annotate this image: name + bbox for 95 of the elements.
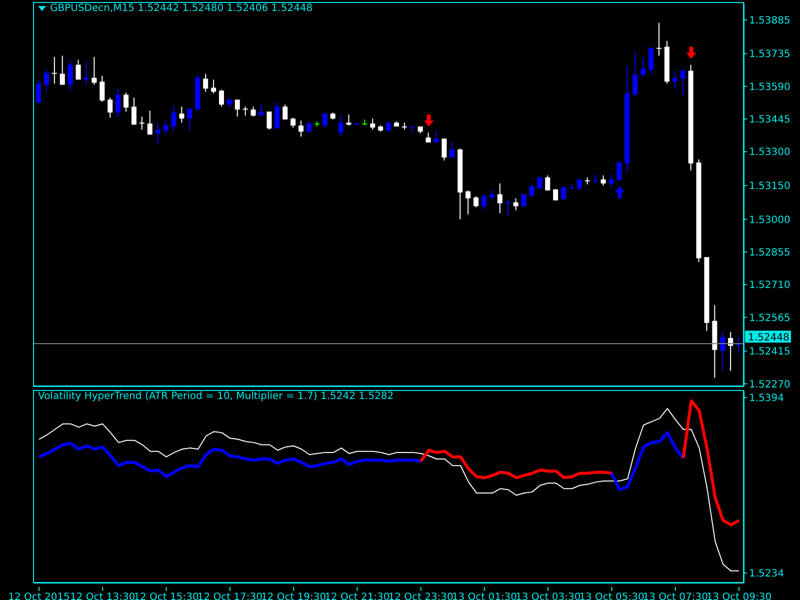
candlestick xyxy=(450,141,455,158)
candlestick xyxy=(187,108,192,132)
candlestick xyxy=(497,182,502,214)
candlestick xyxy=(680,68,686,96)
line-series xyxy=(38,408,740,572)
candlestick xyxy=(60,55,65,86)
candlestick xyxy=(529,184,534,198)
candlestick xyxy=(163,120,168,136)
candlestick xyxy=(434,130,439,143)
candlestick xyxy=(234,99,240,118)
candlestick xyxy=(242,106,248,116)
candlestick xyxy=(322,113,328,128)
y-tick-label: 1.52565 xyxy=(749,312,790,324)
x-tick-label: 12 Oct 23:30 xyxy=(388,592,454,600)
x-tick-label: 12 Oct 15:30 xyxy=(134,592,199,600)
y-tick-label: 1.52855 xyxy=(749,248,790,258)
candlestick xyxy=(211,79,216,94)
y-tick-label: 1.52710 xyxy=(749,280,790,292)
candlestick xyxy=(521,194,526,208)
candlestick xyxy=(124,92,129,112)
candlestick xyxy=(44,69,49,92)
y-tick-label: 1.53300 xyxy=(749,147,790,158)
y-tick-label: 1.53150 xyxy=(749,181,790,192)
y-tick-label: 1.5234 xyxy=(749,568,784,580)
candlestick xyxy=(36,79,42,106)
candlestick xyxy=(155,122,160,144)
candlestick xyxy=(672,70,678,90)
candlestick xyxy=(442,138,447,161)
y-tick-label: 1.5394 xyxy=(749,393,784,404)
candlestick xyxy=(616,162,622,181)
candlestick xyxy=(139,116,144,130)
candlestick xyxy=(640,57,646,78)
candlestick xyxy=(68,60,73,92)
candlestick xyxy=(386,121,392,132)
candlestick xyxy=(474,196,479,208)
candlestick xyxy=(147,110,152,136)
candlestick xyxy=(218,89,224,108)
line-series xyxy=(610,431,685,492)
candlestick xyxy=(426,132,431,143)
candlestick xyxy=(545,174,550,191)
candlestick xyxy=(203,73,208,92)
candlestick xyxy=(179,106,184,124)
line-series xyxy=(38,442,422,478)
x-tick-label: 13 Oct 01:30 xyxy=(452,592,518,600)
y-tick-label: 1.52270 xyxy=(749,379,790,390)
candlestick xyxy=(250,106,256,118)
candlestick xyxy=(290,117,296,128)
x-tick-label: 12 Oct 19:30 xyxy=(260,592,326,600)
x-tick-label: 13 Oct 05:30 xyxy=(579,592,644,600)
line-series xyxy=(419,448,614,480)
candlestick xyxy=(306,121,312,134)
y-tick-label: 1.53735 xyxy=(749,49,790,60)
x-tick-label: 13 Oct 09:30 xyxy=(706,592,772,600)
x-tick-label: 13 Oct 07:30 xyxy=(642,592,708,600)
candlestick xyxy=(466,190,471,215)
x-tick-label: 12 Oct 2015 xyxy=(8,592,70,600)
y-tick-label: 1.53590 xyxy=(749,82,790,93)
candlestick xyxy=(108,97,113,118)
y-tick-label: 1.52415 xyxy=(749,346,790,358)
candlestick xyxy=(720,331,726,372)
candlestick xyxy=(632,52,638,96)
candlestick xyxy=(274,102,280,129)
candlestick xyxy=(298,120,304,138)
candlestick xyxy=(592,174,598,184)
candlestick xyxy=(76,59,81,80)
candlestick xyxy=(656,22,662,56)
candlestick xyxy=(648,47,654,74)
candlestick xyxy=(92,56,97,86)
line-series xyxy=(682,399,740,526)
candlestick xyxy=(513,198,518,211)
x-tick-label: 13 Oct 03:30 xyxy=(515,592,581,600)
chart-title: Volatility HyperTrend (ATR Period = 10, Multiplier = 1.7) 1.5242 1.5282 xyxy=(38,391,394,402)
candlestick xyxy=(600,174,606,186)
candlestick xyxy=(100,75,105,102)
ref-line-label: 1.52448 xyxy=(748,332,790,344)
candlestick xyxy=(370,118,376,130)
x-tick-label: 12 Oct 21:30 xyxy=(324,592,390,600)
candlestick xyxy=(481,194,486,210)
candlestick xyxy=(131,97,136,126)
candlestick xyxy=(537,176,542,190)
y-tick-label: 1.53445 xyxy=(749,114,790,126)
y-tick-label: 1.53885 xyxy=(749,15,790,26)
x-tick-label: 12 Oct 13:30 xyxy=(70,592,136,600)
candlestick xyxy=(52,56,57,84)
x-tick-label: 12 Oct 17:30 xyxy=(197,592,263,600)
chart-title: GBPUSDecn,M15 1.52442 1.52480 1.52406 1.52448 xyxy=(50,3,313,14)
candlestick xyxy=(116,88,121,118)
candlestick xyxy=(346,114,352,126)
candlestick xyxy=(505,198,510,217)
candlestick xyxy=(171,105,176,132)
y-tick-label: 1.53000 xyxy=(749,214,790,226)
candlestick xyxy=(608,174,614,187)
candlestick xyxy=(266,111,272,130)
candlestick xyxy=(282,104,288,120)
candlestick xyxy=(338,116,344,138)
